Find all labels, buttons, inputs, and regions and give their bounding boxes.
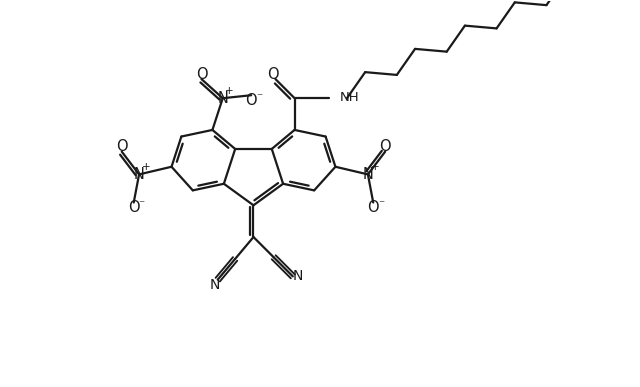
- Text: N: N: [218, 91, 228, 106]
- Text: N: N: [134, 167, 145, 182]
- Text: ⁻: ⁻: [256, 91, 262, 104]
- Text: N: N: [209, 277, 220, 291]
- Text: O: O: [367, 200, 379, 215]
- Text: O: O: [116, 139, 127, 154]
- Text: N: N: [292, 269, 303, 283]
- Text: +: +: [371, 163, 379, 173]
- Text: +: +: [141, 163, 150, 173]
- Text: ⁻: ⁻: [378, 198, 384, 211]
- Text: O: O: [245, 93, 257, 108]
- Text: N: N: [362, 167, 373, 182]
- Text: O: O: [380, 139, 391, 154]
- Text: ⁻: ⁻: [139, 198, 145, 211]
- Text: O: O: [196, 67, 207, 82]
- Text: O: O: [267, 67, 278, 82]
- Text: O: O: [128, 200, 140, 215]
- Text: +: +: [225, 86, 234, 96]
- Text: NH: NH: [339, 91, 359, 104]
